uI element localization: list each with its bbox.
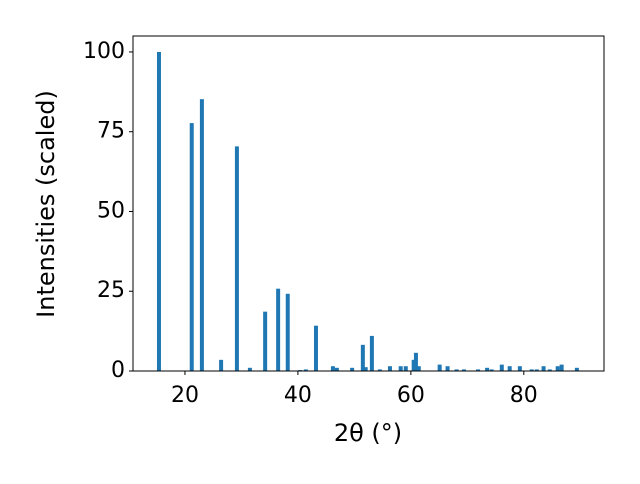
bar [234, 146, 239, 371]
bar [437, 364, 442, 371]
bar [156, 51, 161, 371]
bar [507, 366, 512, 371]
bar [547, 369, 552, 371]
bar [360, 344, 365, 371]
plot-area [156, 51, 579, 372]
bar [330, 366, 335, 371]
bar [350, 367, 355, 371]
bar [411, 359, 416, 371]
y-tick-label: 0 [111, 358, 125, 383]
bar [369, 335, 374, 371]
bar [445, 366, 450, 371]
bar [559, 364, 564, 371]
x-tick-label: 80 [510, 383, 538, 408]
y-tick-label: 50 [97, 198, 125, 223]
bar [413, 352, 418, 371]
y-axis-label: Intensities (scaled) [32, 90, 60, 318]
bar [377, 369, 382, 371]
bar [555, 366, 560, 371]
bar [334, 367, 339, 371]
bar [541, 366, 546, 371]
y-tick-label: 100 [83, 39, 125, 64]
bar [189, 123, 194, 371]
bar [485, 367, 490, 371]
bar [476, 369, 481, 371]
bar [285, 293, 290, 371]
bar [534, 369, 539, 371]
bar [247, 367, 252, 371]
bar [499, 364, 504, 371]
bar [313, 325, 318, 371]
bar [461, 369, 466, 371]
axes-frame [132, 35, 605, 372]
bar [398, 366, 403, 371]
bar [219, 359, 224, 371]
bar [363, 367, 368, 371]
x-tick-label: 60 [397, 383, 425, 408]
bar [387, 366, 392, 371]
bar [303, 369, 308, 371]
x-tick-label: 40 [284, 383, 312, 408]
bar [199, 99, 204, 372]
bar [263, 311, 268, 371]
bar [454, 369, 459, 371]
bar [517, 366, 522, 371]
bar [489, 369, 494, 371]
bar [574, 367, 579, 371]
x-axis-label: 2θ (°) [334, 419, 402, 447]
bar [416, 366, 421, 371]
bar [529, 369, 534, 371]
y-tick-label: 25 [97, 278, 125, 303]
y-tick-label: 75 [97, 119, 125, 144]
bar [403, 366, 408, 371]
x-tick-label: 20 [171, 383, 199, 408]
bar [276, 288, 281, 371]
